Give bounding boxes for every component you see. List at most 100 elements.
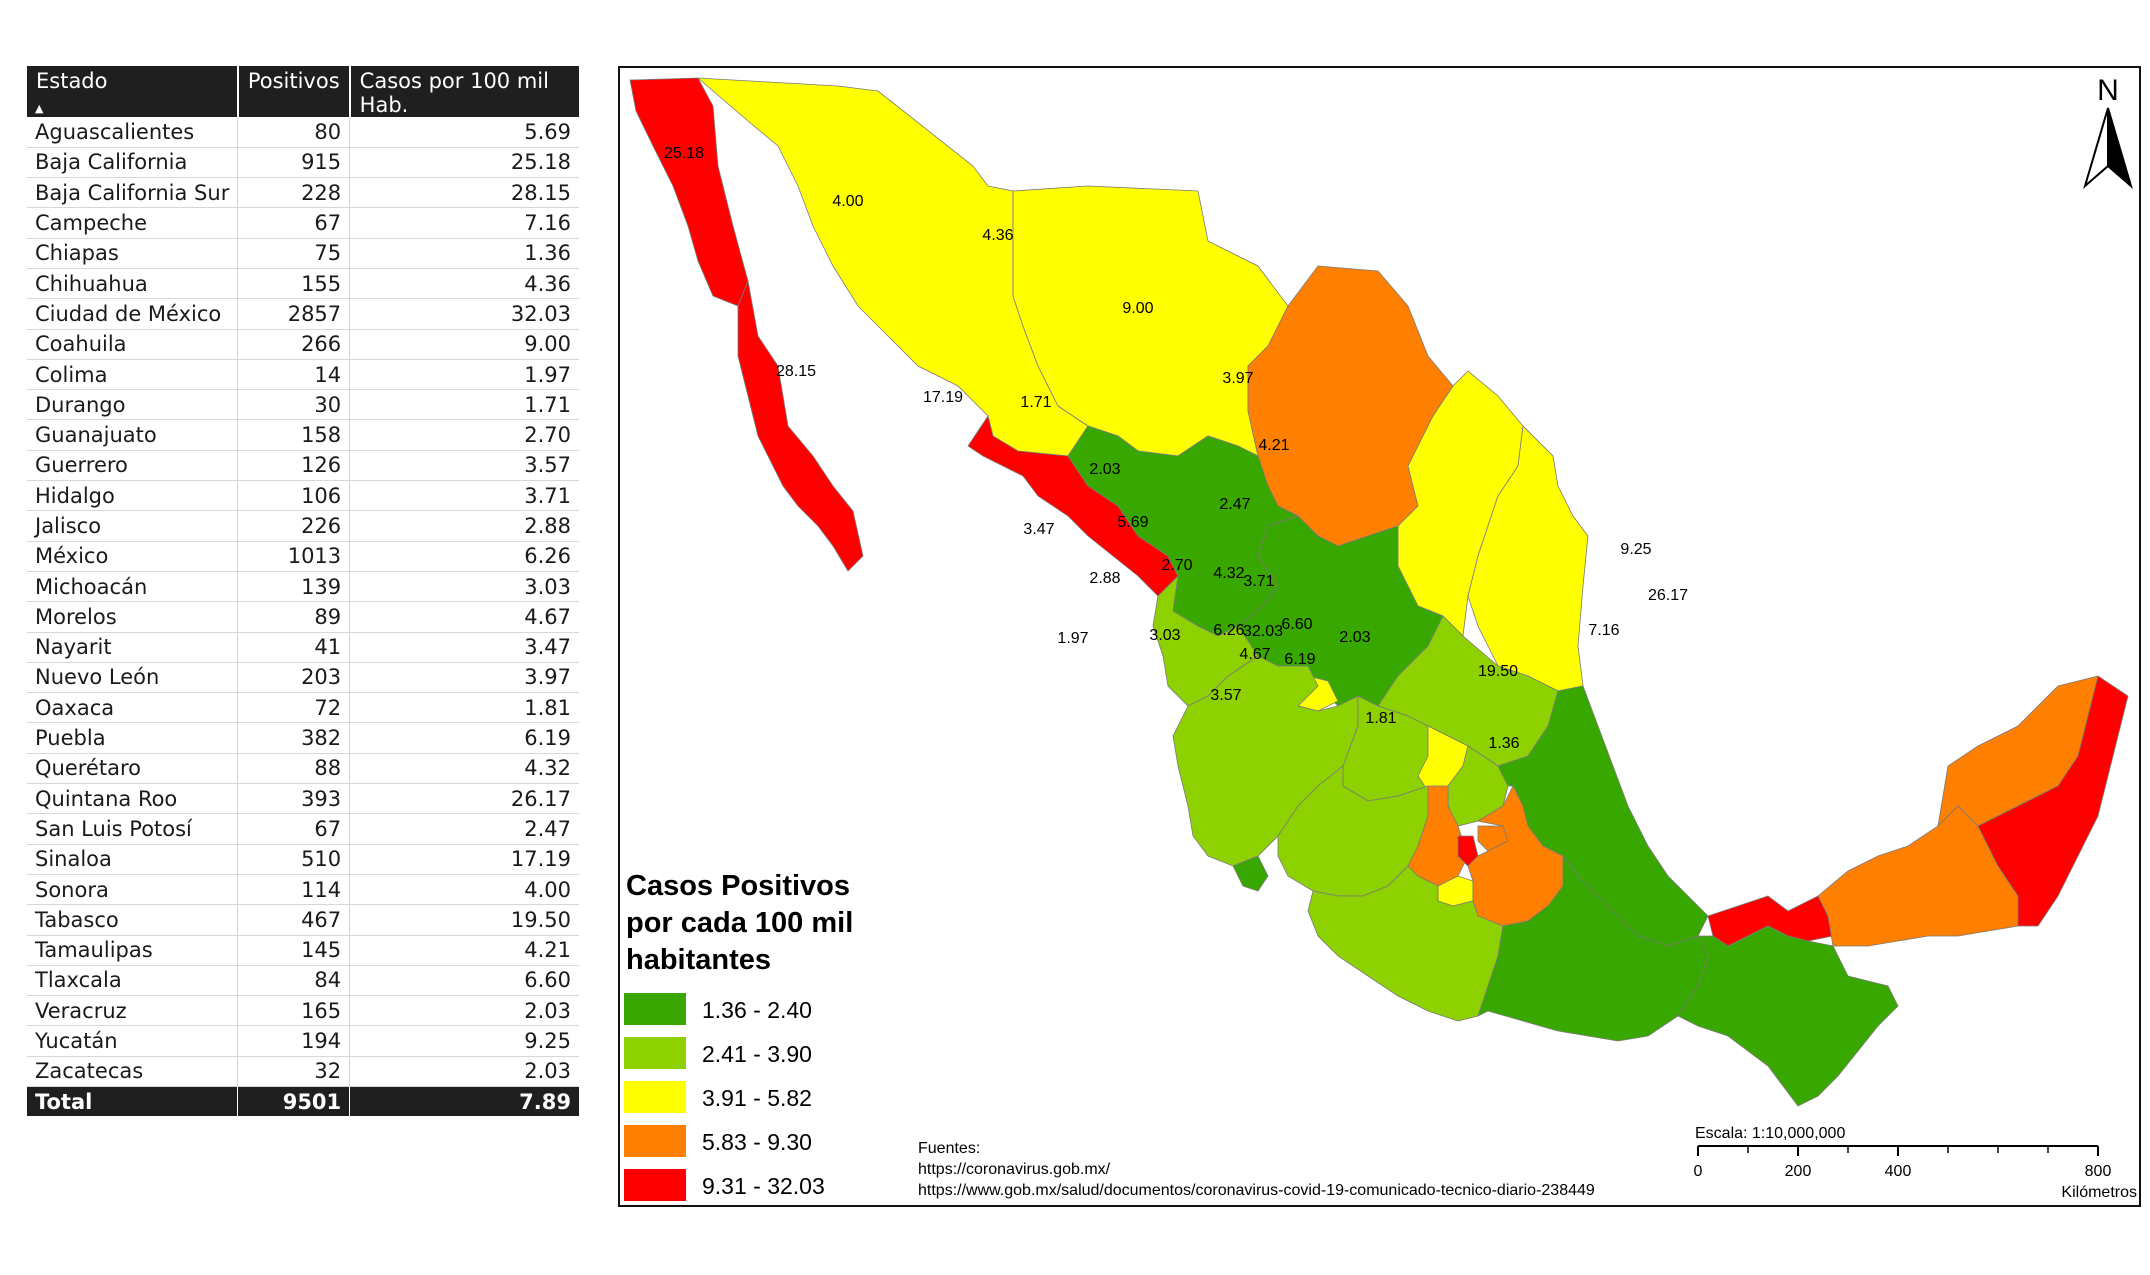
table-row[interactable]: Michoacán 139 3.03 [27, 571, 579, 603]
state-baja-california[interactable] [629, 77, 749, 307]
positivos-cell: 155 [237, 268, 351, 300]
state-value-label: 3.97 [1222, 370, 1253, 387]
column-header-estado[interactable]: Estado ▲ [27, 66, 239, 117]
state-name-cell: Puebla [27, 722, 239, 754]
table-row[interactable]: Nuevo León 203 3.97 [27, 662, 579, 694]
table-row[interactable]: Durango 30 1.71 [27, 389, 579, 421]
casos-cell: 19.50 [349, 904, 579, 936]
table-row[interactable]: México 1013 6.26 [27, 541, 579, 572]
casos-cell: 2.03 [349, 995, 579, 1027]
state-name-cell: Querétaro [27, 753, 239, 785]
state-value-label: 4.32 [1213, 565, 1244, 582]
table-row[interactable]: Tlaxcala 84 6.60 [27, 965, 579, 997]
state-name-cell: Sinaloa [27, 844, 239, 875]
state-value-label: 4.36 [982, 227, 1013, 244]
table-row[interactable]: Zacatecas 32 2.03 [27, 1056, 579, 1088]
state-name-cell: Hidalgo [27, 480, 239, 512]
table-row[interactable]: Colima 14 1.97 [27, 359, 579, 391]
positivos-cell: 30 [237, 389, 351, 421]
scale-tick-800: 800 [2085, 1163, 2112, 1180]
table-row[interactable]: Puebla 382 6.19 [27, 722, 579, 754]
table-row[interactable]: Sinaloa 510 17.19 [27, 844, 579, 875]
state-value-label: 9.00 [1122, 300, 1153, 317]
source-url-2[interactable]: https://www.gob.mx/salud/documentos/coro… [918, 1182, 1595, 1199]
state-value-label: 1.81 [1365, 710, 1396, 727]
column-header-positivos[interactable]: Positivos [237, 66, 351, 117]
map-frame [618, 66, 2141, 1207]
positivos-cell: 84 [237, 965, 351, 997]
state-value-label: 3.71 [1243, 573, 1274, 590]
positivos-cell: 158 [237, 419, 351, 451]
positivos-cell: 67 [237, 207, 351, 239]
state-name-cell: Campeche [27, 207, 239, 239]
casos-cell: 6.60 [349, 965, 579, 997]
casos-cell: 9.25 [349, 1025, 579, 1057]
table-row[interactable]: Nayarit 41 3.47 [27, 632, 579, 663]
casos-cell: 2.47 [349, 813, 579, 845]
table-row[interactable]: Tamaulipas 145 4.21 [27, 935, 579, 966]
table-row[interactable]: Jalisco 226 2.88 [27, 510, 579, 542]
table-row[interactable]: Guerrero 126 3.57 [27, 450, 579, 482]
state-name-cell: Durango [27, 389, 239, 421]
total-casos-cell: 7.89 [349, 1086, 579, 1118]
sources: Fuentes: https://coronavirus.gob.mx/ htt… [918, 1140, 1595, 1199]
column-header-casos[interactable]: Casos por 100 mil Hab. [349, 66, 579, 117]
table-row[interactable]: Sonora 114 4.00 [27, 874, 579, 906]
scale-unit: Kilómetros [2061, 1184, 2137, 1201]
table-row[interactable]: Morelos 89 4.67 [27, 601, 579, 633]
positivos-cell: 510 [237, 844, 351, 875]
positivos-cell: 41 [237, 632, 351, 663]
state-value-label: 25.18 [664, 145, 704, 162]
table-row[interactable]: Veracruz 165 2.03 [27, 995, 579, 1027]
table-row[interactable]: Baja California Sur 228 28.15 [27, 177, 579, 209]
positivos-cell: 467 [237, 904, 351, 936]
state-name-cell: Baja California [27, 147, 239, 179]
casos-cell: 4.00 [349, 874, 579, 906]
table-row[interactable]: Aguascalientes 80 5.69 [27, 117, 579, 148]
mexico-map: 25.18 4.00 4.36 9.00 28.15 17.19 1.71 3.97 4.21 2… [624, 74, 2137, 1201]
table-row[interactable]: Guanajuato 158 2.70 [27, 419, 579, 451]
legend-title-line-2: por cada 100 mil [626, 907, 853, 939]
casos-cell: 1.36 [349, 238, 579, 269]
positivos-cell: 139 [237, 571, 351, 603]
casos-cell: 4.36 [349, 268, 579, 300]
state-baja-california-sur[interactable] [737, 279, 864, 572]
table-row[interactable]: San Luis Potosí 67 2.47 [27, 813, 579, 845]
table-row[interactable]: Querétaro 88 4.32 [27, 753, 579, 785]
state-name-cell: Nuevo León [27, 662, 239, 694]
table-row[interactable]: Chihuahua 155 4.36 [27, 268, 579, 300]
casos-cell: 1.81 [349, 692, 579, 724]
table-row[interactable]: Chiapas 75 1.36 [27, 238, 579, 269]
table-row[interactable]: Hidalgo 106 3.71 [27, 480, 579, 512]
positivos-cell: 126 [237, 450, 351, 482]
legend-swatch [624, 1125, 686, 1157]
positivos-cell: 194 [237, 1025, 351, 1057]
table-row[interactable]: Tabasco 467 19.50 [27, 904, 579, 936]
table-row[interactable]: Ciudad de México 2857 32.03 [27, 298, 579, 330]
casos-cell: 28.15 [349, 177, 579, 209]
state-value-label: 1.97 [1057, 630, 1088, 647]
table-row[interactable]: Coahuila 266 9.00 [27, 329, 579, 360]
state-colima[interactable] [1232, 855, 1269, 892]
state-name-cell: Yucatán [27, 1025, 239, 1057]
sources-title: Fuentes: [918, 1140, 980, 1157]
positivos-cell: 88 [237, 753, 351, 785]
positivos-cell: 382 [237, 722, 351, 754]
table-row[interactable]: Baja California 915 25.18 [27, 147, 579, 179]
source-url-1[interactable]: https://coronavirus.gob.mx/ [918, 1161, 1111, 1178]
positivos-cell: 106 [237, 480, 351, 512]
table-row[interactable]: Campeche 67 7.16 [27, 207, 579, 239]
north-label: N [2097, 74, 2119, 107]
table-row[interactable]: Quintana Roo 393 26.17 [27, 783, 579, 815]
state-chiapas[interactable] [1677, 925, 1899, 1107]
casos-cell: 32.03 [349, 298, 579, 330]
state-quintana-roo[interactable] [1977, 675, 2129, 927]
table-row[interactable]: Oaxaca 72 1.81 [27, 692, 579, 724]
state-name-cell: Quintana Roo [27, 783, 239, 815]
state-value-label: 2.70 [1161, 557, 1192, 574]
table-row[interactable]: Yucatán 194 9.25 [27, 1025, 579, 1057]
state-name-cell: Tlaxcala [27, 965, 239, 997]
state-value-label: 7.16 [1588, 622, 1619, 639]
casos-cell: 2.70 [349, 419, 579, 451]
casos-cell: 6.19 [349, 722, 579, 754]
